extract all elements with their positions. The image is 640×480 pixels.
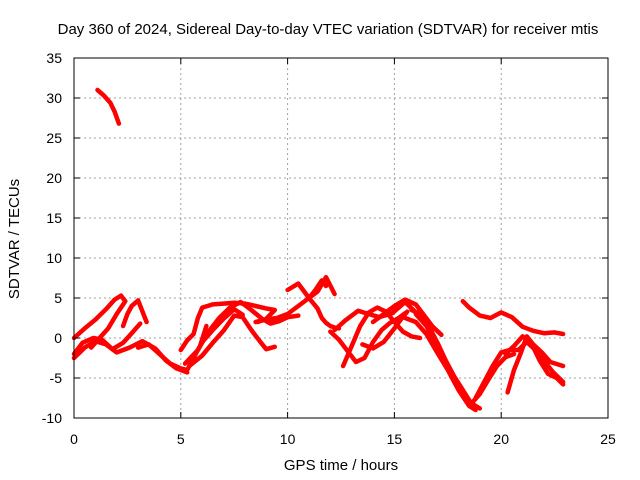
series-line-s18 — [370, 297, 444, 338]
series-line-s2 — [71, 293, 128, 350]
axis-ticks: 0 5 10 15 20 25 -10 -5 0 5 10 15 20 25 30 35 — [42, 50, 616, 447]
data-series — [71, 87, 566, 413]
series-line-s15 — [340, 305, 423, 369]
x-tick-label: 10 — [280, 431, 296, 447]
x-tick-label: 0 — [70, 431, 78, 447]
x-tick-label: 20 — [493, 431, 509, 447]
series-line-s22 — [460, 298, 566, 337]
y-tick-label: -5 — [50, 370, 63, 386]
grid — [74, 58, 608, 418]
series-line-s5 — [71, 338, 190, 375]
x-tick-label: 15 — [387, 431, 403, 447]
y-tick-label: 10 — [46, 250, 62, 266]
series-line-s23 — [473, 339, 566, 401]
series-line-s1 — [95, 87, 122, 126]
y-tick-label: 25 — [46, 130, 62, 146]
y-tick-label: 20 — [46, 170, 62, 186]
series-line-s4 — [120, 298, 149, 329]
y-tick-label: 5 — [54, 290, 62, 306]
series-line-s9 — [187, 313, 278, 369]
series-line-s10 — [199, 306, 245, 345]
series-line-s12 — [285, 281, 342, 331]
series-line-s17 — [360, 309, 410, 351]
y-axis-title: SDTVAR / TECUs — [6, 179, 23, 299]
chart-title: Day 360 of 2024, Sidereal Day-to-day VTE… — [58, 21, 599, 38]
y-tick-label: 35 — [46, 50, 62, 66]
plot-frame — [73, 57, 609, 419]
y-tick-label: 0 — [54, 330, 62, 346]
y-tick-label: 30 — [46, 90, 62, 106]
x-axis-title: GPS time / hours — [284, 457, 398, 474]
series-line-s7 — [178, 300, 278, 353]
series-line-s25 — [503, 334, 566, 387]
series-line-s13 — [306, 274, 337, 301]
x-tick-label: 5 — [177, 431, 185, 447]
y-tick-label: 15 — [46, 210, 62, 226]
y-tick-label: -10 — [42, 410, 62, 426]
x-tick-label: 25 — [600, 431, 616, 447]
series-line-s21 — [402, 315, 478, 413]
series-line-s16 — [332, 299, 419, 333]
